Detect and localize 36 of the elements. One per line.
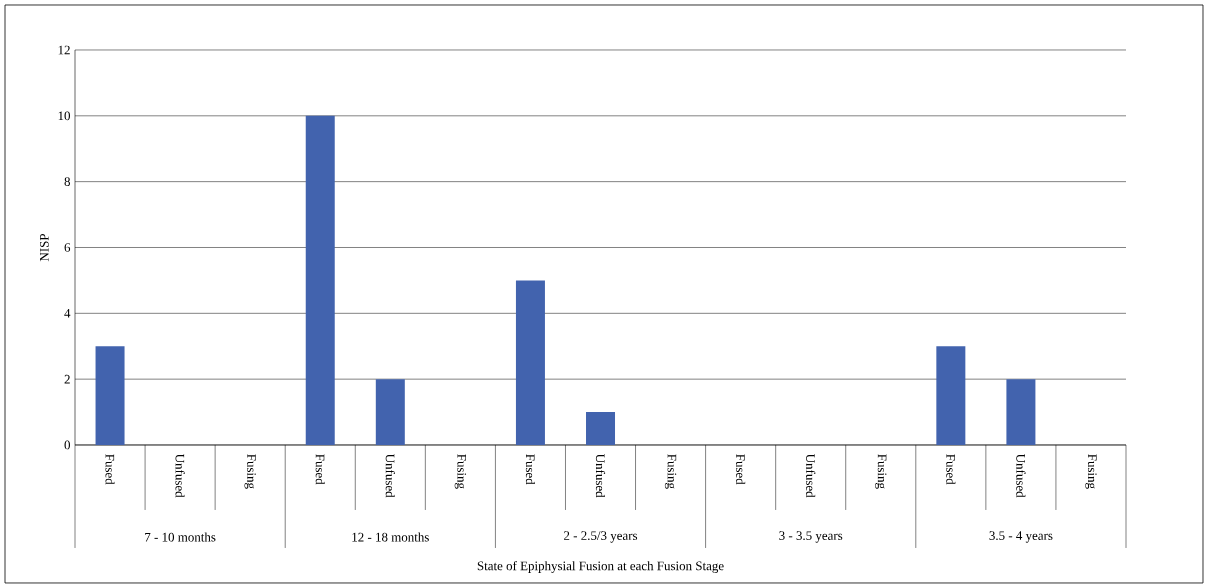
y-tick-label: 12 xyxy=(58,45,70,55)
bar xyxy=(305,115,335,445)
bar xyxy=(936,346,966,445)
y-tick-label: 4 xyxy=(64,309,71,318)
x-tick-label: Fusing xyxy=(244,454,256,489)
bar xyxy=(95,346,125,445)
y-tick-label: 0 xyxy=(64,440,70,450)
x-tick-label: Unfused xyxy=(806,454,816,498)
text: 7 - 10 months xyxy=(145,532,216,542)
x-tick-label: Fused xyxy=(105,454,115,485)
x-tick-label: Unfused xyxy=(1016,454,1026,498)
bar xyxy=(375,379,405,445)
x-tick-label: Fusing xyxy=(664,454,677,489)
bar xyxy=(515,280,545,445)
bar xyxy=(586,412,616,445)
text: 3 - 3.5 years xyxy=(779,531,843,543)
x-axis-title: State of Epiphysial Fusion at each Fusion Stage xyxy=(477,561,724,573)
x-tick-label: Unfused xyxy=(595,454,606,498)
text: 2 - 2.5/3 years xyxy=(564,531,638,543)
y-tick-label: 2 xyxy=(64,374,70,384)
x-tick-label: Fusing xyxy=(1085,454,1097,489)
x-tick-label: Unfused xyxy=(175,454,185,498)
x-tick-label: Fusing xyxy=(875,454,887,489)
x-tick-label: Fused xyxy=(946,454,956,485)
bar xyxy=(1006,379,1036,445)
x-tick-label: Fusing xyxy=(454,454,467,489)
text: 12 - 18 months xyxy=(352,532,429,542)
y-axis-title: NISP xyxy=(40,233,49,262)
y-tick-label: 8 xyxy=(64,177,70,187)
y-tick-label: 6 xyxy=(64,243,71,252)
text: 3.5 - 4 years xyxy=(989,531,1053,543)
x-tick-label: Fused xyxy=(736,454,746,485)
x-tick-label: Fused xyxy=(525,454,535,485)
x-tick-label: Fused xyxy=(315,454,325,485)
x-tick-label: Unfused xyxy=(385,454,395,498)
y-tick-label: 10 xyxy=(58,111,70,121)
